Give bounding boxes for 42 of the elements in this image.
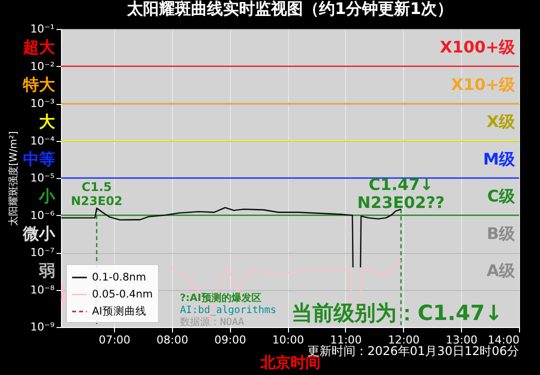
annotation: M级: [483, 149, 516, 168]
text: 弱: [38, 261, 55, 280]
y-tick-label: 10⁻⁶: [30, 208, 56, 222]
annotation: X级: [486, 112, 516, 132]
x-tick-label: 08:00: [156, 334, 188, 346]
y-tick-label: 10⁻²: [30, 60, 54, 73]
annotation: 当前级别为：C1.47↓: [292, 301, 502, 325]
x-tick-label: 07:00: [98, 334, 130, 346]
x-tick-label: 13:00: [446, 334, 478, 346]
x-tick-label: 11:00: [330, 334, 362, 346]
annotation: ?:AI预测的爆发区: [180, 292, 262, 304]
annotation: C1.5 N23E02: [70, 180, 123, 208]
text: 中等: [23, 149, 55, 168]
x-tick-label: 09:00: [214, 334, 246, 346]
y-tick-label: 10⁻⁵: [30, 172, 54, 184]
annotation: AI:bd_algorithms: [180, 305, 276, 316]
text: 小: [38, 186, 56, 206]
y-tick-label: 10⁻³: [30, 97, 54, 110]
legend-label: 0.1-0.8nm: [92, 272, 146, 284]
annotation: B级: [486, 224, 516, 243]
legend-label: AI预测曲线: [92, 304, 146, 318]
y-tick-label: 10⁻¹: [30, 22, 54, 36]
y-tick-label: 10⁻⁹: [30, 320, 54, 334]
text: 特大: [22, 74, 56, 94]
annotation: X100+级: [440, 38, 516, 57]
text: 大: [39, 112, 56, 132]
y-tick-label: 10⁻⁸: [30, 283, 56, 296]
text: 超大: [22, 38, 56, 57]
y-tick-label: 10⁻⁴: [30, 134, 56, 148]
y-axis-title: 太阳耀斑强度[W/m²]: [8, 131, 20, 226]
annotation: X10+级: [450, 74, 516, 94]
x-tick-label: 14:00: [488, 334, 520, 346]
annotation: A级: [486, 261, 516, 280]
chart-title: 太阳耀斑曲线实时监视图（约1分钟更新1次）: [126, 0, 454, 18]
legend-label: 0.05-0.4nm: [92, 288, 153, 300]
text: 微小: [22, 224, 56, 243]
annotation: C级: [487, 186, 516, 206]
annotation: C1.47↓ N23E02??: [357, 175, 445, 212]
x-tick-label: 12:00: [388, 334, 420, 346]
x-tick-label: 10:00: [272, 334, 304, 346]
annotation: 数据源：NOAA: [180, 316, 244, 328]
y-tick-label: 10⁻⁷: [30, 246, 54, 259]
